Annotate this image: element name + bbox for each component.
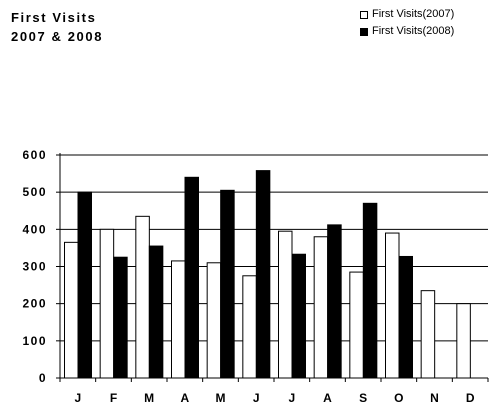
x-tick-label: F (110, 391, 117, 404)
bar-2008 (77, 191, 92, 379)
legend-label-2007: First Visits(2007) (372, 8, 455, 20)
legend-label-2008: First Visits(2008) (372, 25, 455, 37)
x-tick-label: O (394, 391, 403, 404)
x-tick-label: N (430, 391, 439, 404)
bar-2007 (349, 271, 364, 379)
chart-title: First Visits 2007 & 2008 (11, 8, 103, 46)
bar-2007 (278, 230, 293, 379)
bar-2007 (135, 215, 150, 379)
x-tick-label: J (253, 391, 260, 404)
legend-swatch-2007 (360, 10, 368, 19)
bar-2008 (255, 170, 271, 379)
y-tick-label: 500 (22, 185, 47, 199)
bar-2007 (171, 260, 186, 379)
bar-2007 (206, 262, 222, 379)
y-tick-label: 400 (22, 222, 47, 236)
bar-2007 (64, 241, 79, 379)
bar-2008 (220, 189, 235, 379)
chart-title-line-2: 2007 & 2008 (11, 29, 104, 44)
x-tick-label: A (323, 391, 332, 404)
bar-2007 (420, 290, 436, 379)
bar-2008 (113, 256, 128, 379)
y-tick-label: 200 (22, 297, 47, 311)
legend-swatch-2008 (360, 27, 368, 36)
legend-item-2008: First Visits(2008) (360, 23, 454, 40)
x-tick-label: J (74, 391, 81, 404)
x-tick-label: M (144, 391, 154, 404)
bars (64, 170, 471, 379)
legend: First Visits(2007) First Visits(2008) (360, 6, 454, 40)
bar-2008 (291, 253, 306, 379)
y-tick-labels: 0 100 200 300 400 500 600 (22, 148, 47, 385)
bar-2008 (184, 176, 199, 379)
bar-2008 (398, 255, 413, 379)
legend-item-2007: First Visits(2007) (360, 6, 454, 23)
y-tick-label: 0 (39, 371, 47, 385)
bar-2007 (242, 275, 257, 379)
chart-title-line-1: First Visits (11, 10, 97, 25)
y-tick-label: 600 (22, 148, 47, 162)
x-tick-label: M (216, 391, 226, 404)
y-tick-label: 100 (22, 334, 47, 348)
axes (56, 153, 489, 382)
gridlines (60, 154, 488, 342)
bar-2007 (385, 232, 400, 379)
x-tick-label: D (466, 391, 475, 404)
x-tick-label: A (180, 391, 189, 404)
x-tick-label: S (359, 391, 367, 404)
y-tick-label: 300 (22, 260, 47, 274)
bar-2007 (99, 228, 115, 379)
bar-2008 (327, 224, 342, 379)
bar-2008 (148, 245, 164, 379)
bar-2007 (313, 236, 329, 379)
bar-2008 (362, 202, 378, 379)
bar-2007 (456, 303, 471, 379)
x-tick-label: J (288, 391, 295, 404)
